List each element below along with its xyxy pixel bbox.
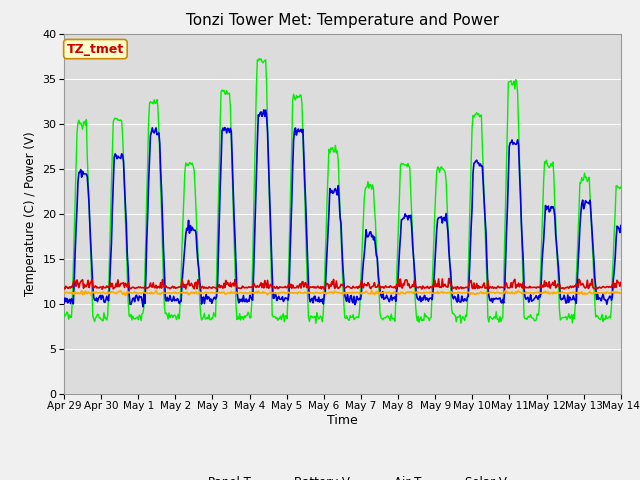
- Solar V: [433, 290, 440, 296]
- Solar V: [159, 290, 167, 296]
- Panel T: [481, 226, 489, 232]
- Air T: [390, 296, 398, 301]
- Battery V: [313, 284, 321, 290]
- Title: Tonzi Tower Met: Temperature and Power: Tonzi Tower Met: Temperature and Power: [186, 13, 499, 28]
- Air T: [481, 216, 489, 221]
- Battery V: [159, 281, 167, 287]
- Legend: Panel T, Battery V, Air T, Solar V: Panel T, Battery V, Air T, Solar V: [173, 471, 511, 480]
- Battery V: [481, 285, 489, 291]
- Solar V: [313, 290, 321, 296]
- Battery V: [445, 276, 452, 281]
- Y-axis label: Temperature (C) / Power (V): Temperature (C) / Power (V): [24, 132, 36, 296]
- Air T: [60, 300, 68, 306]
- Panel T: [314, 313, 322, 319]
- Battery V: [389, 284, 397, 290]
- Solar V: [480, 290, 488, 296]
- Battery V: [60, 285, 68, 291]
- Line: Battery V: Battery V: [64, 278, 621, 289]
- Air T: [260, 107, 268, 113]
- Panel T: [312, 321, 320, 326]
- Solar V: [122, 293, 129, 299]
- Panel T: [60, 310, 68, 316]
- Panel T: [390, 315, 398, 321]
- Battery V: [99, 287, 106, 292]
- Panel T: [434, 164, 442, 170]
- Air T: [159, 246, 167, 252]
- Solar V: [617, 290, 625, 296]
- Air T: [314, 299, 322, 304]
- Panel T: [255, 56, 263, 61]
- Line: Air T: Air T: [64, 110, 621, 307]
- X-axis label: Time: Time: [327, 414, 358, 427]
- Battery V: [433, 281, 440, 287]
- Solar V: [389, 291, 397, 297]
- Panel T: [204, 314, 211, 320]
- Air T: [617, 223, 625, 228]
- Panel T: [159, 248, 166, 253]
- Text: TZ_tmet: TZ_tmet: [67, 43, 124, 56]
- Air T: [139, 304, 147, 310]
- Panel T: [617, 184, 625, 190]
- Battery V: [204, 285, 212, 291]
- Solar V: [60, 289, 68, 295]
- Line: Solar V: Solar V: [64, 290, 621, 296]
- Battery V: [617, 279, 625, 285]
- Air T: [204, 294, 212, 300]
- Air T: [434, 216, 442, 222]
- Line: Panel T: Panel T: [64, 59, 621, 324]
- Solar V: [204, 290, 212, 296]
- Solar V: [502, 288, 509, 293]
